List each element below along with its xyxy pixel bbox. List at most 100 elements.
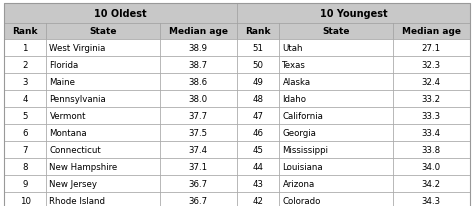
- Bar: [4, 124, 46, 141]
- Bar: [46, 108, 160, 124]
- Text: Median age: Median age: [402, 27, 461, 36]
- Text: 33.3: 33.3: [422, 111, 441, 121]
- Bar: [237, 57, 280, 74]
- Text: Utah: Utah: [283, 44, 303, 53]
- Bar: [237, 124, 280, 141]
- Text: 2: 2: [22, 61, 28, 70]
- Text: 38.0: 38.0: [189, 95, 208, 103]
- Text: State: State: [322, 27, 350, 36]
- Bar: [393, 192, 470, 206]
- Text: 44: 44: [253, 162, 264, 171]
- Text: 10: 10: [20, 196, 31, 205]
- Text: 3: 3: [22, 78, 28, 87]
- Text: Pennsylvania: Pennsylvania: [49, 95, 106, 103]
- Text: Mississippi: Mississippi: [283, 145, 328, 154]
- Bar: [46, 91, 160, 108]
- Text: 36.7: 36.7: [189, 196, 208, 205]
- Bar: [4, 108, 46, 124]
- Text: 6: 6: [22, 128, 28, 137]
- Text: 37.1: 37.1: [189, 162, 208, 171]
- Text: 42: 42: [253, 196, 264, 205]
- Bar: [393, 124, 470, 141]
- Text: 8: 8: [22, 162, 28, 171]
- Text: 37.5: 37.5: [189, 128, 208, 137]
- Bar: [46, 40, 160, 57]
- Text: Arizona: Arizona: [283, 179, 315, 188]
- Bar: [46, 192, 160, 206]
- Bar: [46, 175, 160, 192]
- Text: Rank: Rank: [12, 27, 38, 36]
- Text: Montana: Montana: [49, 128, 87, 137]
- Text: 10 Oldest: 10 Oldest: [94, 9, 147, 19]
- Bar: [237, 175, 280, 192]
- Bar: [280, 74, 393, 91]
- Text: Florida: Florida: [49, 61, 79, 70]
- Bar: [393, 108, 470, 124]
- Text: Georgia: Georgia: [283, 128, 316, 137]
- Text: 34.3: 34.3: [422, 196, 441, 205]
- Bar: [4, 4, 237, 24]
- Text: 32.4: 32.4: [422, 78, 441, 87]
- Text: 9: 9: [23, 179, 28, 188]
- Text: Rhode Island: Rhode Island: [49, 196, 106, 205]
- Bar: [237, 40, 280, 57]
- Bar: [46, 74, 160, 91]
- Bar: [4, 40, 46, 57]
- Bar: [280, 141, 393, 158]
- Bar: [280, 158, 393, 175]
- Text: 5: 5: [22, 111, 28, 121]
- Bar: [237, 108, 280, 124]
- Bar: [4, 74, 46, 91]
- Bar: [237, 91, 280, 108]
- Bar: [237, 74, 280, 91]
- Text: 36.7: 36.7: [189, 179, 208, 188]
- Text: 33.4: 33.4: [422, 128, 441, 137]
- Bar: [393, 24, 470, 40]
- Text: 46: 46: [253, 128, 264, 137]
- Bar: [280, 40, 393, 57]
- Bar: [4, 192, 46, 206]
- Text: 51: 51: [253, 44, 264, 53]
- Text: Vermont: Vermont: [49, 111, 86, 121]
- Text: State: State: [90, 27, 117, 36]
- Bar: [280, 57, 393, 74]
- Text: 45: 45: [253, 145, 264, 154]
- Bar: [237, 141, 280, 158]
- Text: Texas: Texas: [283, 61, 306, 70]
- Bar: [280, 24, 393, 40]
- Bar: [393, 74, 470, 91]
- Bar: [160, 57, 237, 74]
- Text: 33.2: 33.2: [422, 95, 441, 103]
- Bar: [393, 57, 470, 74]
- Text: 37.4: 37.4: [189, 145, 208, 154]
- Bar: [160, 141, 237, 158]
- Text: 4: 4: [22, 95, 28, 103]
- Text: Median age: Median age: [169, 27, 228, 36]
- Bar: [393, 91, 470, 108]
- Bar: [46, 141, 160, 158]
- Text: Idaho: Idaho: [283, 95, 307, 103]
- Text: 10 Youngest: 10 Youngest: [319, 9, 387, 19]
- Bar: [237, 24, 280, 40]
- Text: Louisiana: Louisiana: [283, 162, 323, 171]
- Text: New Hampshire: New Hampshire: [49, 162, 118, 171]
- Text: 34.2: 34.2: [422, 179, 441, 188]
- Bar: [46, 158, 160, 175]
- Text: 38.9: 38.9: [189, 44, 208, 53]
- Text: 49: 49: [253, 78, 264, 87]
- Bar: [280, 108, 393, 124]
- Text: 38.6: 38.6: [189, 78, 208, 87]
- Text: West Virginia: West Virginia: [49, 44, 106, 53]
- Text: 7: 7: [22, 145, 28, 154]
- Text: 33.8: 33.8: [422, 145, 441, 154]
- Bar: [280, 91, 393, 108]
- Bar: [393, 158, 470, 175]
- Bar: [160, 24, 237, 40]
- Bar: [393, 141, 470, 158]
- Bar: [160, 40, 237, 57]
- Text: New Jersey: New Jersey: [49, 179, 98, 188]
- Bar: [160, 158, 237, 175]
- Text: 1: 1: [22, 44, 28, 53]
- Bar: [280, 124, 393, 141]
- Bar: [46, 24, 160, 40]
